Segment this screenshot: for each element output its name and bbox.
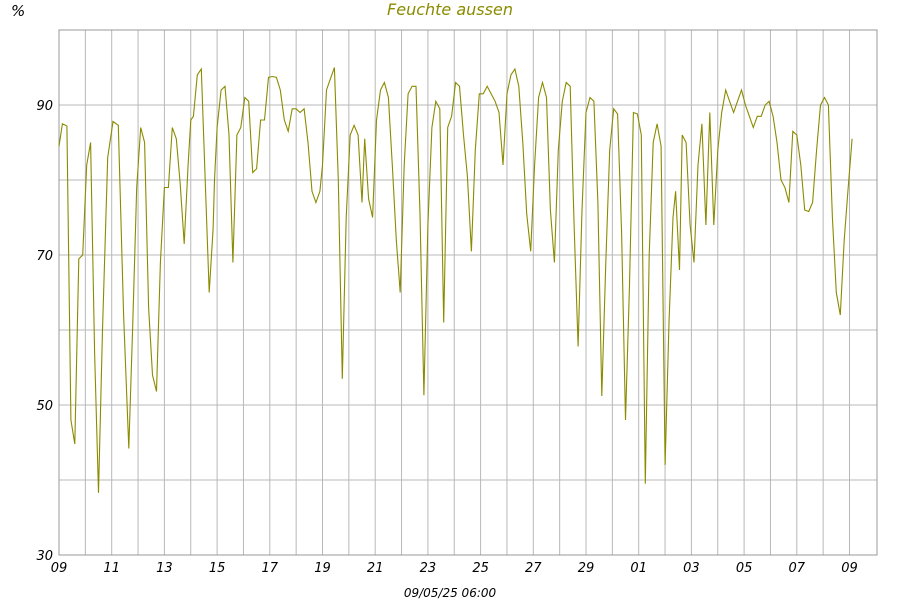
y-tick-label: 90 <box>36 99 53 114</box>
x-tick-label: 25 <box>472 561 489 576</box>
x-tick-label: 05 <box>736 561 753 576</box>
x-tick-label: 23 <box>420 561 437 576</box>
x-tick-label: 15 <box>209 561 226 576</box>
x-tick-label: 11 <box>103 561 120 576</box>
grid-lines <box>58 29 877 556</box>
x-tick-label: 27 <box>525 561 542 576</box>
x-tick-label: 13 <box>156 561 173 576</box>
y-tick-label: 50 <box>36 399 53 414</box>
humidity-series-line <box>58 67 853 493</box>
x-tick-label: 09 <box>841 561 858 576</box>
x-tick-label: 03 <box>683 561 700 576</box>
y-axis-unit: % <box>11 2 25 20</box>
chart-title: Feuchte aussen <box>387 0 513 19</box>
x-tick-label: 21 <box>367 561 384 576</box>
x-tick-label: 09 <box>51 561 68 576</box>
plot-frame <box>58 29 878 556</box>
y-tick-label: 70 <box>36 249 53 264</box>
x-tick-label: 17 <box>262 561 279 576</box>
x-tick-label: 19 <box>314 561 331 576</box>
x-tick-label: 29 <box>578 561 595 576</box>
chart-footer-timestamp: 09/05/25 06:00 <box>404 586 497 600</box>
y-tick-labels: 30 50 70 90 <box>36 99 53 564</box>
x-tick-label: 07 <box>789 561 806 576</box>
x-tick-labels: 09 11 13 15 17 19 21 23 25 27 29 01 03 05 07 09 <box>51 561 858 576</box>
y-tick-label: 30 <box>36 549 53 564</box>
x-tick-label: 01 <box>630 561 647 576</box>
